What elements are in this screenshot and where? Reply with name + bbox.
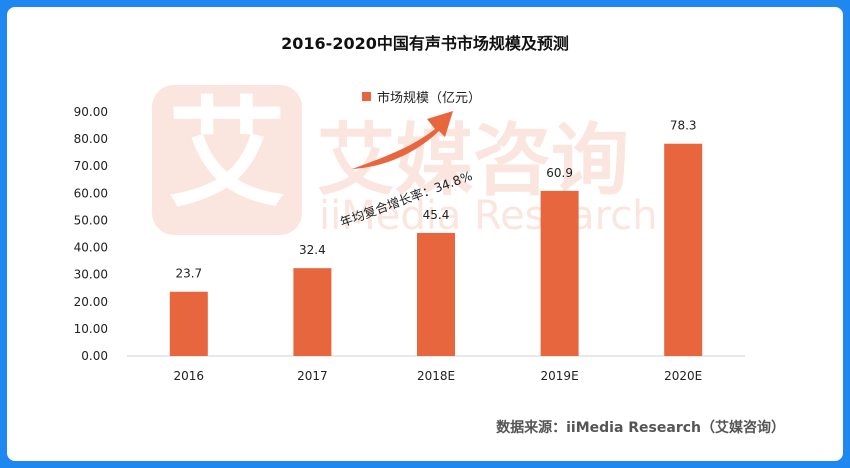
- legend-label: 市场规模（亿元）: [377, 91, 482, 106]
- y-tick-label: 10.00: [74, 322, 108, 336]
- bar: [540, 190, 579, 356]
- x-tick-label: 2020E: [664, 369, 702, 383]
- watermark: 艾 艾媒咨询 iiMedia Research: [152, 85, 658, 239]
- data-label: 32.4: [299, 243, 326, 257]
- x-tick-label: 2016: [174, 369, 205, 383]
- data-label: 45.4: [423, 208, 450, 222]
- watermark-en-text: iiMedia Research: [319, 193, 658, 239]
- y-tick-label: 90.00: [74, 105, 108, 119]
- bar: [664, 143, 703, 356]
- data-label: 78.3: [670, 119, 697, 133]
- watermark-logo-box: [152, 85, 302, 235]
- y-tick-label: 70.00: [74, 159, 108, 173]
- bar-series: [169, 143, 703, 356]
- data-labels: 23.7 32.4 45.4 60.9 78.3: [175, 119, 696, 281]
- legend: 市场规模（亿元）: [362, 87, 481, 106]
- watermark-logo-glyph: 艾: [168, 85, 286, 223]
- y-tick-label: 20.00: [74, 295, 108, 309]
- y-tick-label: 40.00: [74, 241, 108, 255]
- growth-arrow: [352, 111, 453, 169]
- y-axis: 0.00 10.00 20.00 30.00 40.00 50.00 60.00 70.00 8…: [74, 105, 745, 363]
- chart-title: 2016-2020中国有声书市场规模及预测: [281, 34, 569, 53]
- arrow-icon: [352, 111, 453, 169]
- bar: [169, 291, 208, 356]
- y-tick-label: 60.00: [74, 186, 108, 200]
- x-tick-label: 2017: [297, 369, 328, 383]
- x-tick-label: 2019E: [541, 369, 579, 383]
- y-tick-label: 50.00: [74, 213, 108, 227]
- y-tick-label: 80.00: [74, 132, 108, 146]
- y-tick-label: 0.00: [81, 349, 108, 363]
- legend-swatch: [362, 92, 371, 101]
- data-label: 60.9: [546, 166, 573, 180]
- bar: [293, 268, 332, 356]
- source-note: 数据来源：iiMedia Research（艾媒咨询）: [496, 420, 785, 436]
- bar: [417, 232, 455, 356]
- data-label: 23.7: [175, 267, 202, 281]
- y-tick-label: 30.00: [74, 268, 108, 282]
- chart-frame: 艾 艾媒咨询 iiMedia Research 0.00 10.00 20.00 30…: [7, 7, 843, 461]
- x-tick-label: 2018E: [417, 369, 455, 383]
- bar-chart: 艾 艾媒咨询 iiMedia Research 0.00 10.00 20.00 30…: [74, 85, 745, 383]
- x-axis: 2016 2017 2018E 2019E 2020E: [174, 369, 703, 383]
